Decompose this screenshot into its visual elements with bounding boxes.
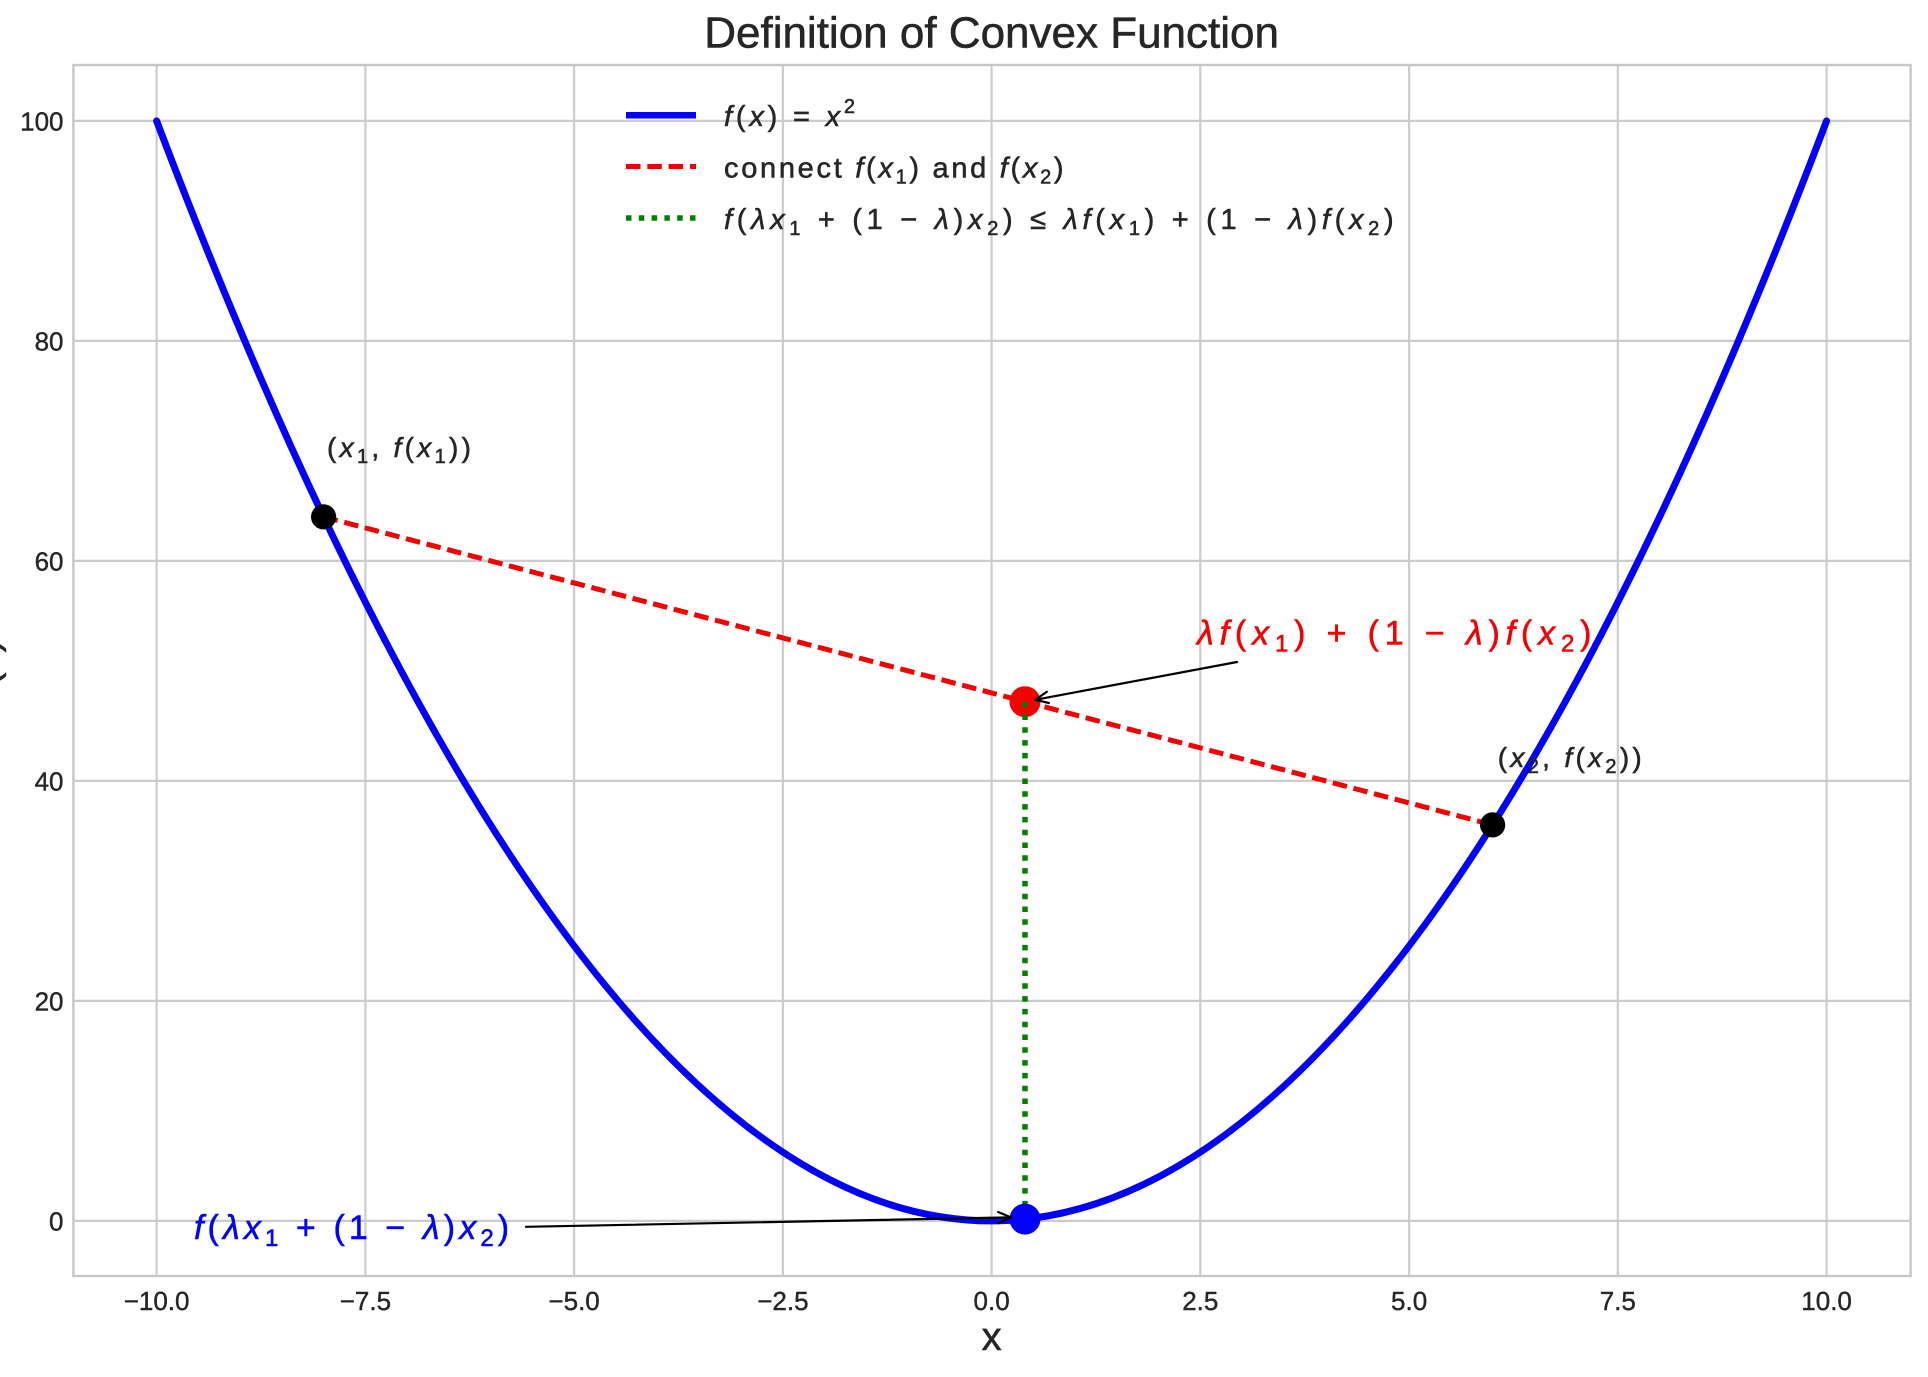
svg-text:100: 100	[20, 106, 63, 136]
svg-text:20: 20	[35, 986, 64, 1016]
svg-text:−10.0: −10.0	[124, 1286, 190, 1316]
svg-text:−7.5: −7.5	[340, 1286, 391, 1316]
svg-text:(x1​, f(x1​)): (x1​, f(x1​))	[327, 432, 474, 468]
svg-text:40: 40	[35, 766, 64, 796]
svg-text:7.5: 7.5	[1600, 1286, 1636, 1316]
svg-text:−2.5: −2.5	[757, 1286, 808, 1316]
svg-text:f(x): f(x)	[0, 639, 7, 697]
svg-text:x: x	[982, 1315, 1002, 1359]
svg-text:2.5: 2.5	[1182, 1286, 1218, 1316]
svg-text:Definition of Convex Function: Definition of Convex Function	[704, 8, 1279, 57]
svg-text:0.0: 0.0	[974, 1286, 1010, 1316]
svg-text:f(λx1​ + (1 − λ)x2​): f(λx1​ + (1 − λ)x2​)	[194, 1209, 513, 1252]
svg-text:−5.0: −5.0	[548, 1286, 599, 1316]
svg-text:f(λx1​ + (1 − λ)x2​) ≤ λf(x1​): f(λx1​ + (1 − λ)x2​) ≤ λf(x1​) + (1 − λ)…	[724, 204, 1398, 240]
svg-text:(x2​, f(x2​)): (x2​, f(x2​))	[1498, 742, 1645, 778]
svg-text:10.0: 10.0	[1801, 1286, 1852, 1316]
svg-text:80: 80	[35, 326, 64, 356]
svg-text:0: 0	[49, 1206, 63, 1236]
svg-text:5.0: 5.0	[1391, 1286, 1427, 1316]
svg-text:f(x) = x2​: f(x) = x2​	[724, 96, 859, 133]
svg-text:connect f(x1​) and f(x2​): connect f(x1​) and f(x2​)	[724, 152, 1066, 188]
svg-text:λf(x1​) + (1 − λ)f(x2​): λf(x1​) + (1 − λ)f(x2​)	[1195, 615, 1597, 658]
svg-text:60: 60	[35, 546, 64, 576]
